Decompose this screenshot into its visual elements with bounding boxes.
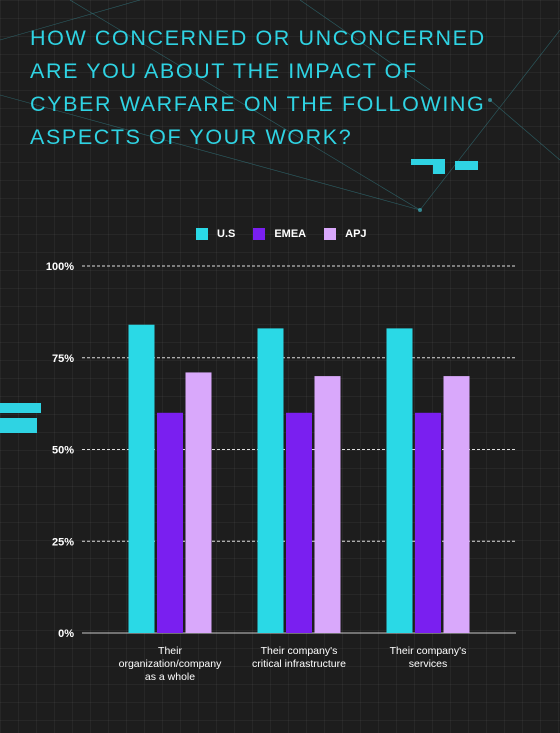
legend: U.S EMEA APJ	[196, 228, 367, 240]
x-category-label: services	[409, 658, 448, 670]
x-category-label: Their	[158, 645, 182, 657]
y-tick-label: 0%	[58, 628, 74, 640]
legend-label-emea: EMEA	[274, 228, 307, 240]
y-tick-label: 25%	[52, 536, 74, 548]
x-category-label: as a whole	[145, 671, 195, 683]
title-line: CYBER WARFARE ON THE FOLLOWING	[30, 92, 486, 116]
legend-label-us: U.S	[217, 228, 236, 240]
bar-apj	[185, 372, 212, 633]
corner-accent-shapes	[0, 159, 478, 433]
y-tick-label: 50%	[52, 445, 74, 457]
bar-us	[386, 328, 413, 633]
bar-us	[128, 324, 155, 633]
title-line: HOW CONCERNED OR UNCONCERNED	[30, 26, 486, 50]
y-tick-label: 100%	[46, 261, 74, 273]
legend-label-apj: APJ	[345, 228, 367, 240]
legend-item-apj: APJ	[324, 228, 367, 240]
x-category-label: critical infrastructure	[252, 658, 346, 670]
bar-emea	[157, 412, 183, 633]
x-category-label: Their company's	[390, 645, 467, 657]
bar-emea	[286, 412, 312, 633]
x-category-label: Their company's	[261, 645, 338, 657]
bar-us	[257, 328, 284, 633]
bar-emea	[415, 412, 441, 633]
x-category-label: organization/company	[119, 658, 222, 670]
title-line: ARE YOU ABOUT THE IMPACT OF	[30, 59, 418, 83]
y-tick-label: 75%	[52, 353, 74, 365]
legend-swatch-apj	[324, 228, 337, 240]
legend-item-us: U.S	[196, 228, 235, 240]
legend-swatch-us	[196, 228, 208, 240]
legend-item-emea: EMEA	[253, 228, 306, 240]
legend-swatch-emea	[253, 228, 266, 240]
title-line: ASPECTS OF YOUR WORK?	[30, 125, 353, 149]
bar-apj	[443, 376, 470, 633]
bar-apj	[314, 376, 341, 633]
chart-title: HOW CONCERNED OR UNCONCERNED ARE YOU ABO…	[30, 22, 530, 154]
